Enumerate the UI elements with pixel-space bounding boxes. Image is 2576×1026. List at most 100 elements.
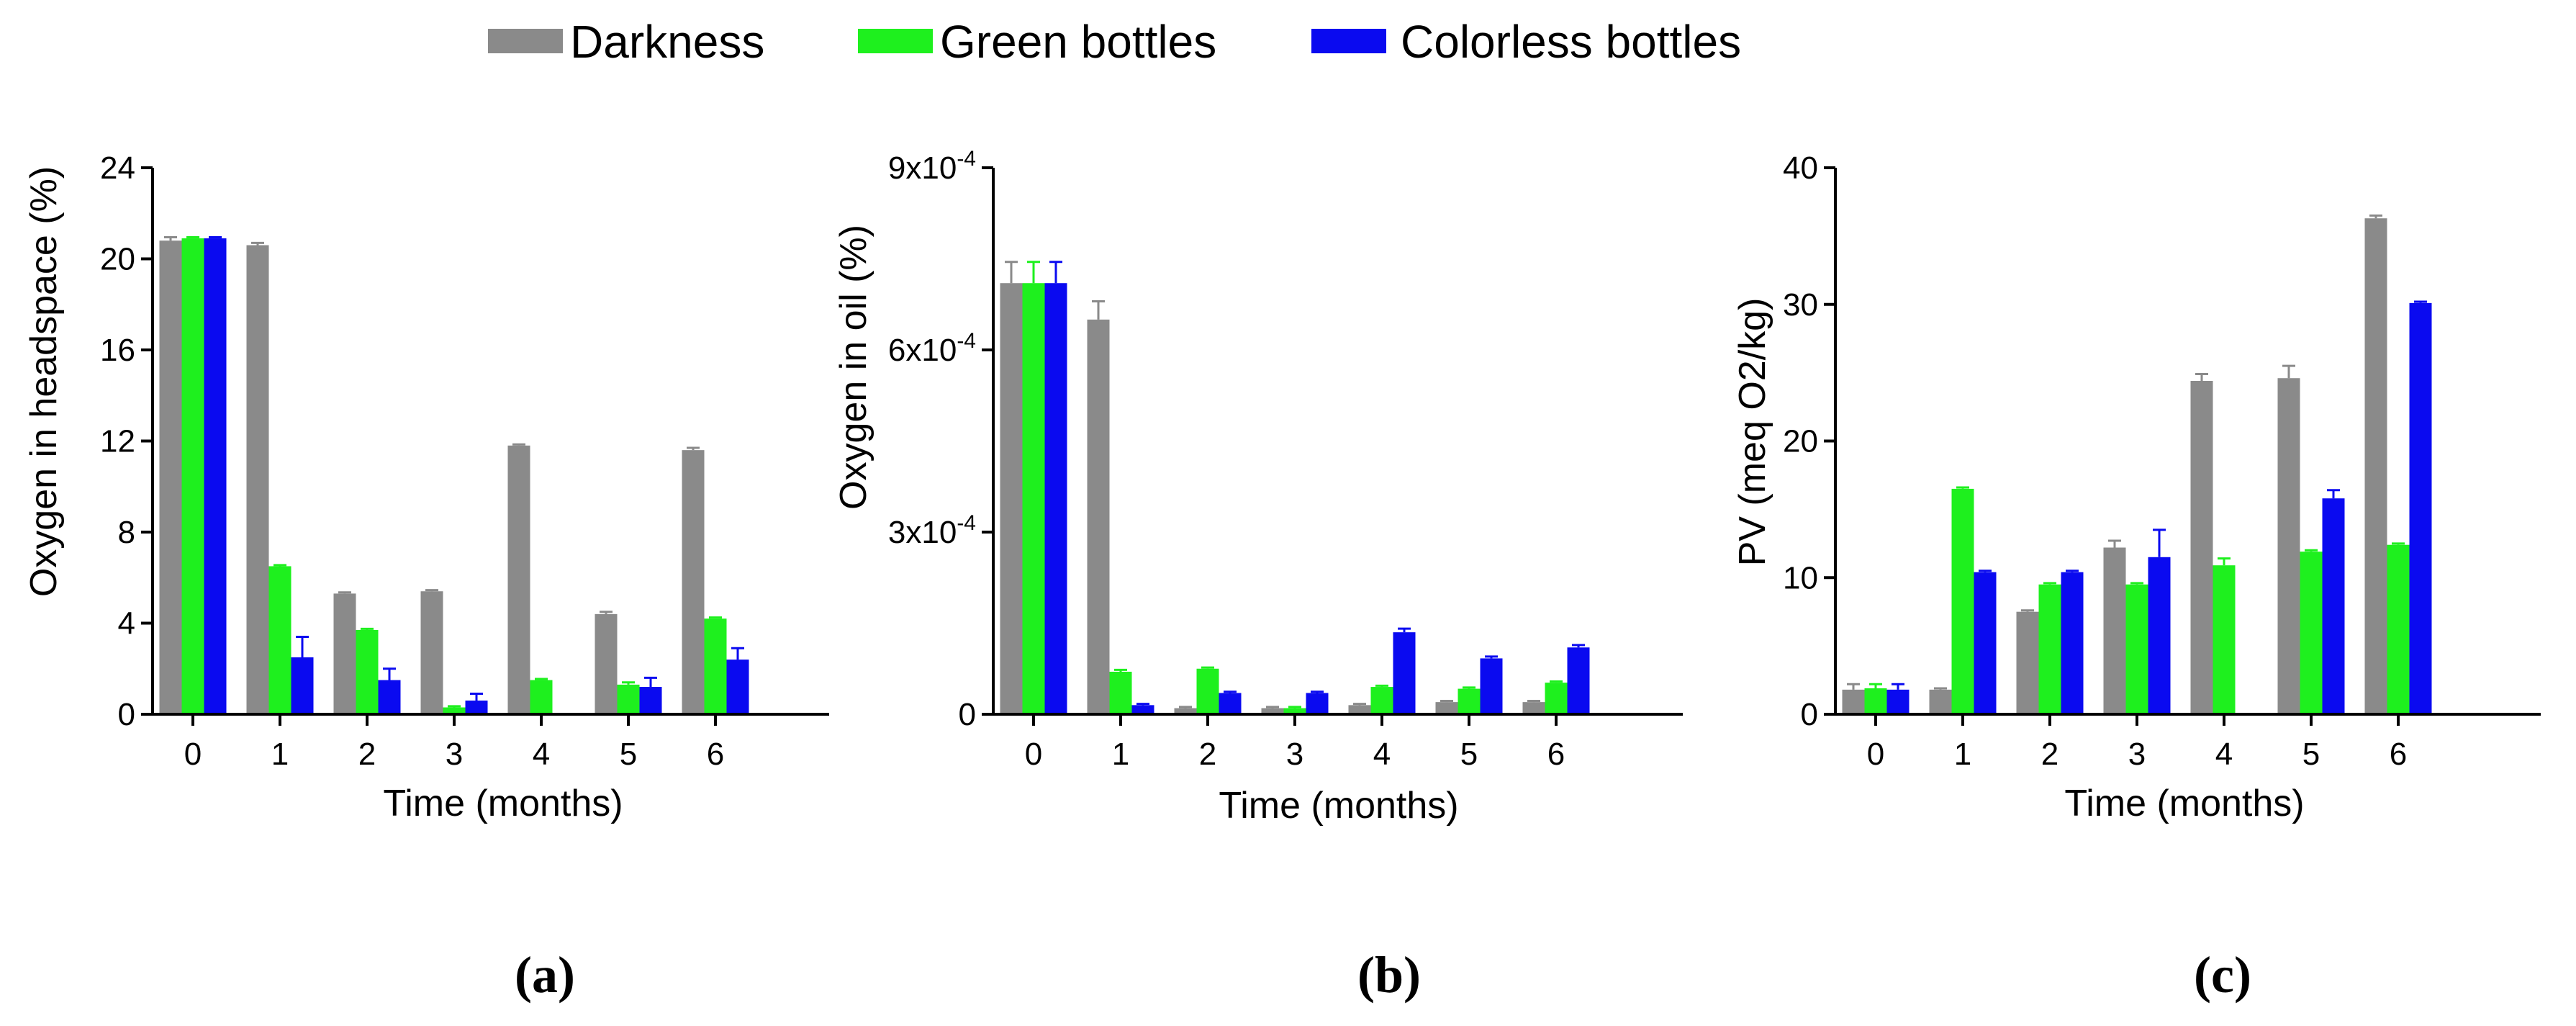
panel-c-ytick-label-1: 10 [1783, 560, 1818, 595]
panel-b-bar-darkness-5 [1435, 702, 1458, 714]
panel-b-ytick-label-2: 6x10-4 [888, 329, 976, 368]
panel-a-errorbar-colorless-bottles-0 [209, 235, 222, 239]
panel-a-bar-colorless-bottles-2 [378, 680, 401, 714]
panel-a-ytick-label-3: 12 [100, 424, 135, 459]
panel-a-bar-green-bottles-6 [704, 618, 727, 714]
panel-c-errorbar-green-bottles-1 [1956, 486, 1969, 489]
panel-a-bar-darkness-4 [507, 445, 530, 714]
panel-a-label: (a) [515, 946, 575, 1004]
panel-a-xtick-label-4: 4 [533, 737, 550, 772]
panel-c-errorbar-darkness-5 [2282, 364, 2295, 379]
legend-swatch-colorless-bottles [1311, 29, 1386, 53]
panel-b-xlabel: Time (months) [1219, 785, 1458, 827]
panel-a-errorbar-darkness-2 [338, 591, 351, 594]
panel-a-bar-colorless-bottles-3 [465, 701, 488, 714]
legend-swatch-darkness [488, 29, 563, 53]
panel-a-errorbar-green-bottles-1 [274, 564, 286, 567]
panel-b-xtick-label-6: 6 [1547, 737, 1565, 772]
panel-b-errorbar-darkness-2 [1179, 706, 1192, 708]
panel-a-xtick-label-2: 2 [358, 737, 376, 772]
panel-a-ytick-label-4: 16 [100, 333, 135, 368]
panel-c-errorbar-green-bottles-2 [2043, 582, 2056, 585]
panel-b-errorbar-darkness-5 [1440, 699, 1453, 703]
panel-a-bar-green-bottles-1 [268, 566, 292, 714]
panel-a-bar-green-bottles-4 [530, 680, 553, 714]
panel-c-ytick-label-4: 40 [1783, 150, 1818, 186]
panel-b-errorbar-green-bottles-1 [1114, 668, 1127, 672]
panel-b-bar-darkness-1 [1087, 319, 1110, 714]
panel-a-errorbar-darkness-4 [512, 443, 525, 446]
panel-b-errorbar-colorless-bottles-3 [1311, 690, 1324, 693]
panel-c-bar-colorless-bottles-6 [2409, 302, 2432, 714]
panel-c-ytick-label-3: 30 [1783, 287, 1818, 323]
panel-b-bar-colorless-bottles-3 [1306, 693, 1329, 714]
panel-b-bar-darkness-2 [1174, 708, 1197, 714]
panel-c-errorbar-green-bottles-4 [2218, 557, 2231, 566]
panel-a-ytick-label-5: 20 [100, 242, 135, 277]
panel-a-xtick-label-5: 5 [620, 737, 637, 772]
panel-a-xtick-label-3: 3 [446, 737, 463, 772]
panel-c-errorbar-green-bottles-6 [2392, 542, 2405, 545]
panel-b-xtick-label-0: 0 [1025, 737, 1042, 772]
panel-c-errorbar-green-bottles-0 [1869, 683, 1882, 688]
panel-b-xtick-label-4: 4 [1373, 737, 1391, 772]
panel-a-bar-darkness-1 [246, 245, 269, 714]
panel-a-errorbar-darkness-5 [600, 611, 613, 614]
panel-a-xtick-label-6: 6 [707, 737, 724, 772]
legend-label-green-bottles: Green bottles [940, 16, 1216, 68]
panel-a-errorbar-darkness-0 [164, 235, 177, 241]
panel-a-errorbar-colorless-bottles-1 [296, 635, 309, 657]
panel-c-errorbar-colorless-bottles-5 [2327, 489, 2340, 499]
panel-a-errorbar-darkness-6 [687, 446, 700, 451]
panel-c-errorbar-colorless-bottles-1 [1979, 570, 1992, 572]
panel-c-errorbar-colorless-bottles-0 [1892, 683, 1904, 690]
panel-b-xtick-label-2: 2 [1199, 737, 1216, 772]
panel-c-bar-darkness-0 [1842, 689, 1865, 714]
panel-b-bar-darkness-0 [1000, 283, 1023, 714]
panel-c-errorbar-darkness-2 [2021, 609, 2034, 612]
panel-b-errorbar-green-bottles-3 [1288, 706, 1301, 708]
panel-b-xtick-label-5: 5 [1460, 737, 1478, 772]
panel-c-errorbar-darkness-6 [2369, 214, 2382, 219]
panel-a-errorbar-colorless-bottles-5 [644, 676, 657, 688]
panel-a-ytick-label-1: 4 [118, 606, 135, 642]
panel-a-errorbar-green-bottles-2 [361, 627, 374, 630]
panel-a-errorbar-green-bottles-0 [186, 235, 199, 239]
panel-c-bar-colorless-bottles-1 [1974, 572, 1997, 714]
panel-a-ytick-label-2: 8 [118, 515, 135, 550]
panel-c: 0 10 20 30 40 0 1 2 3 4 5 6 PV (meq O2/kg) Time (mo… [1732, 150, 2541, 1004]
panel-c-xtick-label-2: 2 [2041, 737, 2058, 772]
panel-b-errorbar-colorless-bottles-2 [1224, 690, 1237, 693]
panel-c-xtick-label-0: 0 [1867, 737, 1884, 772]
panel-c-bar-colorless-bottles-5 [2322, 498, 2345, 714]
panel-a-xlabel: Time (months) [383, 783, 623, 824]
panel-b-errorbar-green-bottles-5 [1463, 686, 1475, 689]
panel-b-bar-darkness-4 [1348, 705, 1371, 714]
panel-c-ytick-label-0: 0 [1801, 697, 1818, 732]
panel-b-ytick-label-0: 0 [959, 697, 976, 732]
panel-b-bar-green-bottles-6 [1545, 683, 1568, 714]
panel-a-ytick-label-6: 24 [100, 150, 135, 186]
panel-a-bar-darkness-2 [333, 593, 356, 714]
panel-b-errorbar-colorless-bottles-0 [1049, 261, 1062, 284]
panel-a-bar-green-bottles-0 [181, 238, 204, 715]
panel-c-xtick-label-4: 4 [2215, 737, 2233, 772]
panel-c-bar-green-bottles-4 [2213, 565, 2236, 714]
panel-b-bar-colorless-bottles-1 [1131, 705, 1154, 714]
panel-a-xtick-label-1: 1 [271, 737, 289, 772]
panel-c-bar-green-bottles-3 [2125, 584, 2148, 714]
panel-a-errorbar-green-bottles-5 [622, 681, 635, 685]
panel-b-plot-area: 0 3x10-4 6x10-4 9x10-4 0 1 2 3 4 5 6 [888, 147, 1683, 772]
panel-a-xtick-label-0: 0 [184, 737, 202, 772]
panel-c-bar-green-bottles-1 [1951, 488, 1974, 714]
panel-b-ytick-label-3: 9x10-4 [888, 147, 976, 186]
panel-c-errorbar-green-bottles-3 [2130, 582, 2143, 585]
panel-b-errorbar-darkness-1 [1092, 300, 1105, 320]
panel-c-ylabel: PV (meq O2/kg) [1732, 298, 1773, 567]
panel-c-bar-darkness-3 [2103, 547, 2126, 714]
panel-c-errorbar-colorless-bottles-6 [2414, 300, 2427, 303]
panel-a-ytick-label-0: 0 [118, 697, 135, 732]
panel-b-errorbar-darkness-0 [1005, 261, 1018, 284]
panel-b-bar-green-bottles-1 [1109, 671, 1132, 714]
panel-c-xtick-label-6: 6 [2390, 737, 2407, 772]
